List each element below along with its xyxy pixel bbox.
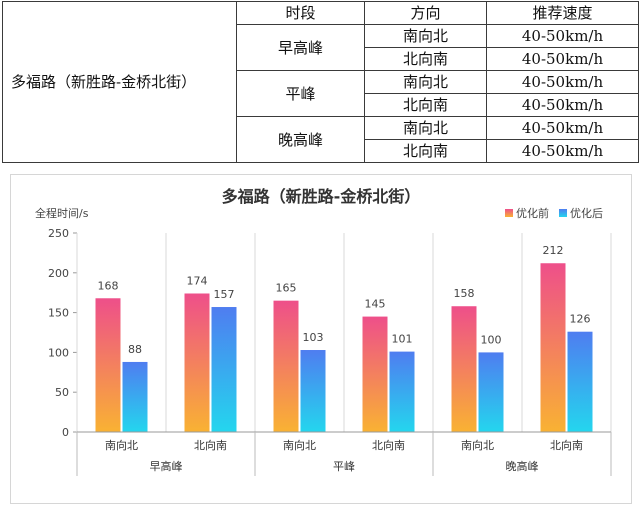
- speed-table: 多福路（新胜路-金桥北街） 时段 方向 推荐速度 早高峰 南向北 40-50km…: [2, 1, 639, 163]
- speed-cell: 40-50km/h: [486, 116, 639, 140]
- value-label-before: 168: [98, 279, 119, 292]
- bar-before: [540, 263, 566, 432]
- x-group-label: 早高峰: [150, 459, 183, 473]
- value-label-after: 126: [570, 313, 591, 326]
- speed-cell: 40-50km/h: [486, 70, 639, 94]
- chart-title: 多福路（新胜路-金桥北街）: [221, 187, 421, 206]
- y-tick-label: 200: [48, 267, 69, 280]
- direction-cell: 南向北: [364, 24, 487, 48]
- table-row: 北向南 40-50km/h: [3, 47, 639, 71]
- road-name-cell: 多福路（新胜路-金桥北街）: [2, 1, 237, 163]
- direction-cell: 北向南: [364, 93, 487, 117]
- bar-before: [184, 293, 210, 432]
- y-tick-label: 50: [55, 386, 69, 399]
- y-tick-label: 0: [62, 426, 69, 439]
- bar-after: [211, 307, 237, 432]
- x-category-label: 北向南: [194, 438, 227, 452]
- bar-before: [362, 316, 388, 432]
- bar-chart: 0 50 100 150 200 250 168 88 南向北 174 157 北向南 165 103 南向…: [48, 227, 612, 476]
- speed-cell: 40-50km/h: [486, 139, 639, 163]
- value-label-before: 165: [276, 282, 297, 295]
- table-row: 早高峰 南向北 40-50km/h: [3, 24, 639, 71]
- period-cell: 平峰: [236, 70, 365, 117]
- x-group-label: 平峰: [333, 460, 355, 473]
- legend-swatch-before: [505, 209, 513, 217]
- x-category-label: 北向南: [372, 438, 405, 452]
- direction-cell: 北向南: [364, 47, 487, 71]
- direction-cell: 南向北: [364, 70, 487, 94]
- table-row: 北向南 40-50km/h: [3, 93, 639, 117]
- value-label-after: 88: [128, 343, 142, 356]
- value-label-after: 100: [481, 333, 502, 346]
- x-category-label: 南向北: [283, 438, 316, 452]
- bar-before: [95, 298, 121, 432]
- bar-after: [300, 350, 326, 432]
- chart-frame: 多福路（新胜路-金桥北街） 全程时间/s 优化前 优化后 0 50 100 150 20…: [10, 174, 632, 504]
- speed-cell: 40-50km/h: [486, 24, 639, 48]
- chart-legend: 优化前 优化后: [505, 205, 603, 221]
- table-row: 晚高峰 南向北 40-50km/h: [3, 116, 639, 163]
- x-category-label: 北向南: [550, 438, 583, 452]
- y-tick-label: 100: [48, 346, 69, 359]
- period-cell: 晚高峰: [236, 116, 365, 163]
- x-category-label: 南向北: [461, 438, 494, 452]
- legend-item-before: 优化前: [505, 205, 549, 221]
- direction-cell: 北向南: [364, 139, 487, 163]
- header-period: 时段: [236, 1, 365, 25]
- x-category-label: 南向北: [105, 438, 138, 452]
- bar-before: [273, 300, 299, 432]
- table-header-row: 多福路（新胜路-金桥北街） 时段 方向 推荐速度: [2, 1, 639, 163]
- value-label-before: 174: [187, 274, 208, 287]
- value-label-after: 103: [303, 331, 324, 344]
- value-label-before: 212: [543, 244, 564, 257]
- bar-before: [451, 306, 477, 432]
- table-row: 平峰 南向北 40-50km/h: [3, 70, 639, 117]
- period-cell: 早高峰: [236, 24, 365, 71]
- value-label-before: 158: [454, 287, 475, 300]
- bar-after: [122, 361, 148, 432]
- speed-cell: 40-50km/h: [486, 93, 639, 117]
- table-row: 北向南 40-50km/h: [3, 139, 639, 163]
- y-axis-label: 全程时间/s: [35, 207, 89, 220]
- value-label-after: 157: [214, 288, 235, 301]
- y-tick-label: 250: [48, 227, 69, 240]
- y-tick-label: 150: [48, 307, 69, 320]
- legend-label-after: 优化后: [570, 207, 603, 220]
- value-label-after: 101: [392, 333, 413, 346]
- bar-after: [389, 351, 415, 432]
- value-label-before: 145: [365, 298, 386, 311]
- x-group-label: 晚高峰: [506, 459, 539, 473]
- legend-item-after: 优化后: [559, 205, 603, 221]
- header-direction: 方向: [364, 1, 487, 25]
- legend-swatch-after: [559, 209, 567, 217]
- direction-cell: 南向北: [364, 116, 487, 140]
- bar-after: [478, 352, 504, 432]
- header-speed: 推荐速度: [486, 1, 639, 25]
- speed-cell: 40-50km/h: [486, 47, 639, 71]
- legend-label-before: 优化前: [516, 207, 549, 220]
- bar-after: [567, 331, 593, 432]
